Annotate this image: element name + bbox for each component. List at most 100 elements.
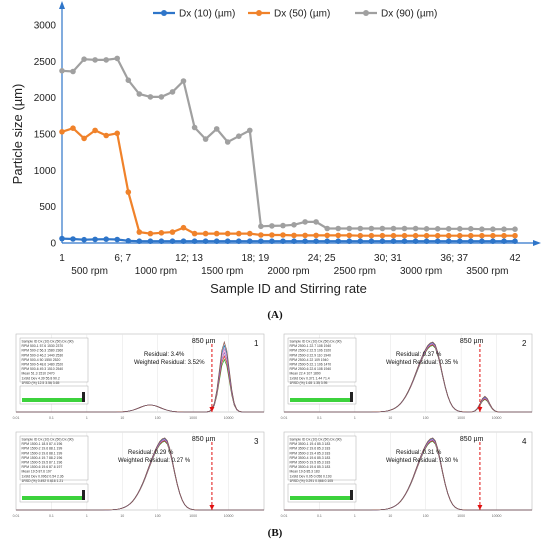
stats-table-row: RPM 2500-1 22.7 108 1940 bbox=[290, 344, 332, 348]
data-point bbox=[213, 230, 220, 237]
stats-table-row: RPM 2500-2 22.5 106 1920 bbox=[290, 349, 332, 353]
dist-x-tick: 1 bbox=[354, 514, 356, 518]
data-point bbox=[479, 226, 485, 232]
subplot-number: 2 bbox=[522, 339, 527, 348]
data-point bbox=[457, 232, 463, 239]
stats-table-row: 1RSD (%) 12.5 3.56 3.65 bbox=[22, 381, 60, 385]
distribution-curve bbox=[16, 340, 264, 413]
y-tick-label: 0 bbox=[50, 239, 56, 250]
data-point bbox=[202, 230, 209, 237]
data-point bbox=[136, 238, 143, 244]
data-point bbox=[92, 57, 98, 63]
y-tick-label: 3000 bbox=[34, 21, 57, 32]
data-point bbox=[169, 229, 176, 235]
data-point bbox=[479, 232, 485, 239]
data-point bbox=[125, 77, 132, 83]
dist-x-tick: 1000 bbox=[457, 514, 465, 518]
stats-table bbox=[287, 435, 357, 481]
data-point bbox=[313, 232, 319, 239]
data-point bbox=[423, 232, 430, 239]
stats-table-row: Sample ID Dx (10) Dx (50) Dx (90) bbox=[290, 340, 342, 344]
subplot-svg: 0.01 0.1 1 10 100 1000 10000 Sample ID Dx (10) … bbox=[281, 333, 533, 420]
data-point bbox=[269, 232, 275, 238]
stats-table-row: RPM 500-5 48.6 1480 2520 bbox=[22, 363, 64, 367]
data-point bbox=[379, 232, 386, 239]
x-tick-label: 42 bbox=[509, 253, 521, 264]
dist-x-tick: 1000 bbox=[189, 416, 197, 420]
data-point bbox=[224, 238, 231, 244]
subplot-3: 0.01 0.1 1 10 100 1000 10000 Sample ID Dx (10) … bbox=[10, 428, 272, 520]
y-axis-arrow bbox=[59, 1, 65, 9]
stats-table-row: RPM 1500-5 19.5 87.1 196 bbox=[22, 461, 63, 465]
panel-b-label: (B) bbox=[267, 527, 283, 539]
data-point bbox=[368, 232, 375, 239]
data-point bbox=[490, 238, 496, 244]
data-point bbox=[180, 238, 187, 244]
stats-table-row: RPM 500-6 49.3 1510 2540 bbox=[22, 367, 64, 371]
data-point bbox=[412, 232, 419, 239]
data-point bbox=[291, 222, 297, 228]
data-point bbox=[103, 236, 109, 242]
stats-table-row: RPM 500-1 57.6 1530 2370 bbox=[22, 344, 64, 348]
y-tick-label: 1000 bbox=[34, 166, 57, 177]
dist-x-tick: 0.01 bbox=[13, 416, 20, 420]
data-point bbox=[346, 232, 353, 239]
stats-table-row: Mean 22.4 107 1890 bbox=[290, 372, 321, 376]
panel-a-chart: 0 500 1000 1500 2000 2500 3000 Particle size (µ… bbox=[10, 1, 541, 296]
data-point bbox=[280, 238, 286, 244]
data-point bbox=[158, 238, 165, 244]
dist-x-tick: 1 bbox=[86, 514, 88, 518]
stats-table-row: RPM 1500-4 19.7 88.2 196 bbox=[22, 456, 63, 460]
distribution-curve bbox=[284, 437, 532, 511]
data-point bbox=[368, 238, 375, 244]
data-point bbox=[324, 225, 331, 232]
data-point bbox=[501, 232, 507, 239]
data-point bbox=[468, 238, 474, 244]
stats-table-row: Sample ID Dx (10) Dx (50) Dx (90) bbox=[22, 438, 74, 442]
data-point bbox=[379, 238, 386, 244]
data-point bbox=[468, 232, 474, 239]
dist-x-tick: 10000 bbox=[492, 514, 502, 518]
y-axis-title: Particle size (µm) bbox=[10, 84, 25, 185]
data-point bbox=[92, 127, 98, 134]
data-point bbox=[390, 232, 397, 239]
data-point bbox=[236, 230, 242, 237]
stats-table-row: 1xStd Dev 0.371 1.44 71.4 bbox=[290, 376, 330, 380]
data-point bbox=[434, 232, 441, 239]
series-line bbox=[61, 126, 515, 237]
data-point bbox=[202, 136, 209, 142]
data-point bbox=[280, 232, 286, 238]
x-tick-label: 12; 13 bbox=[175, 253, 203, 264]
data-point bbox=[512, 226, 518, 232]
stats-table-row: RPM 500-2 56.3 1580 2360 bbox=[22, 349, 64, 353]
subplot-number: 3 bbox=[254, 437, 259, 446]
dist-x-tick: 0.01 bbox=[13, 514, 20, 518]
data-point bbox=[501, 226, 507, 232]
data-point bbox=[125, 189, 132, 195]
dist-x-tick: 100 bbox=[155, 514, 161, 518]
subplot-number: 4 bbox=[522, 437, 527, 446]
data-point bbox=[258, 238, 264, 244]
dist-x-tick: 0.1 bbox=[317, 416, 322, 420]
data-point bbox=[412, 238, 419, 244]
residual-text: Residual: 0.31 % bbox=[396, 450, 442, 456]
stats-table-row: 1xStd Dev 0.05 0.056 0.193 bbox=[290, 474, 332, 478]
x-tick-label: 24; 25 bbox=[308, 253, 336, 264]
quality-bar-end bbox=[350, 490, 353, 500]
data-point bbox=[247, 238, 253, 244]
stats-table-row: Mean 51.3 1510 2470 bbox=[22, 372, 55, 376]
data-point bbox=[335, 225, 342, 232]
data-point bbox=[147, 230, 154, 237]
data-point bbox=[445, 226, 452, 232]
quality-bar bbox=[22, 496, 82, 500]
data-point bbox=[423, 238, 430, 244]
stats-table-row: Mean 19.5 87.6 197 bbox=[22, 470, 52, 474]
rpm-label: 1500 rpm bbox=[201, 266, 243, 277]
weighted-residual-text: Weighted Residual: 0.27 % bbox=[118, 458, 191, 464]
data-point bbox=[258, 223, 264, 230]
legend-swatch-marker bbox=[161, 10, 167, 16]
data-point bbox=[191, 230, 198, 237]
data-point bbox=[379, 225, 386, 232]
legend-entry: Dx (10) (µm) bbox=[179, 9, 235, 20]
data-point bbox=[357, 238, 364, 244]
